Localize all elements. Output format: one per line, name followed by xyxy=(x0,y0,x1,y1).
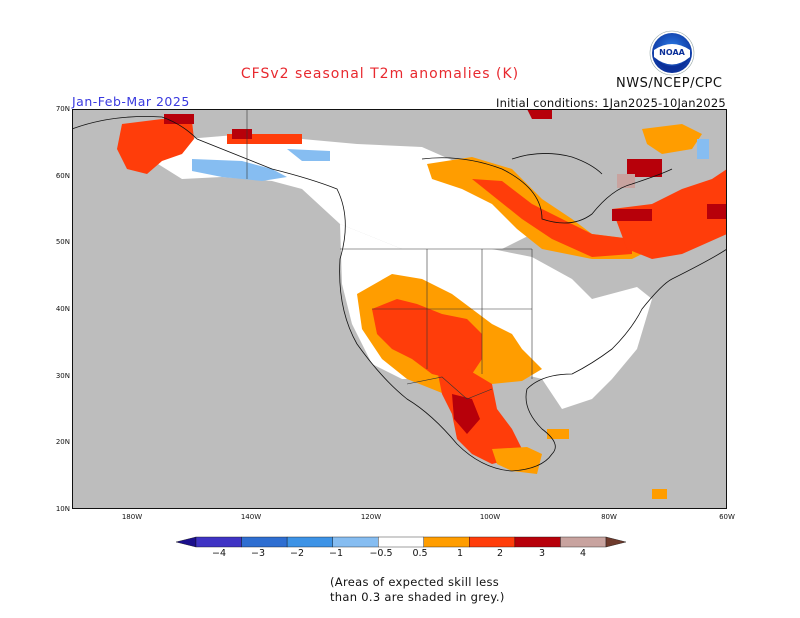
colorbar-label: −4 xyxy=(211,548,226,559)
lon-label-80w: 80W xyxy=(601,513,617,521)
skill-note-line-1: (Areas of expected skill less xyxy=(330,575,500,589)
lon-label-100w: 100W xyxy=(479,513,501,521)
skill-note-line-2: than 0.3 are shaded in grey.) xyxy=(330,590,505,604)
colorbar-segment xyxy=(286,536,333,548)
canada-red-band xyxy=(472,179,632,257)
coastlines xyxy=(72,116,727,472)
lon-label-140w: 140W xyxy=(240,513,262,521)
labrador-dark-red xyxy=(707,204,727,219)
lat-label-50n: 50N xyxy=(55,238,70,246)
lat-label-70n: 70N xyxy=(55,105,70,113)
baffin-dark-red xyxy=(627,159,662,177)
arctic-dark-red xyxy=(527,109,552,119)
colorbar-label: 3 xyxy=(538,548,546,559)
colorbar-label: 0.5 xyxy=(412,548,428,559)
mexico-red-region xyxy=(437,369,522,464)
colorbar-segment xyxy=(195,536,242,548)
colorbar xyxy=(176,536,626,548)
colorbar-label: 4 xyxy=(579,548,587,559)
colorbar-segment xyxy=(605,536,626,548)
lon-label-60w: 60W xyxy=(719,513,735,521)
lon-label-120w: 120W xyxy=(360,513,382,521)
colorbar-segment xyxy=(378,536,424,548)
initial-conditions: Initial conditions: 1Jan2025-10Jan2025 xyxy=(496,96,726,110)
alaska-cold-region xyxy=(192,159,287,181)
lat-label-10n: 10N xyxy=(55,505,70,513)
colorbar-label: −1 xyxy=(328,548,343,559)
lat-label-30n: 30N xyxy=(55,372,70,380)
colorbar-segment xyxy=(560,536,607,548)
agency-label: NWS/NCEP/CPC xyxy=(616,76,723,91)
colorbar-label: −0.5 xyxy=(369,548,393,559)
colorbar-segment xyxy=(176,536,197,548)
map-title: CFSv2 seasonal T2m anomalies (K) xyxy=(240,66,520,82)
colorbar-segment xyxy=(469,536,516,548)
colorbar-segment xyxy=(332,536,379,548)
colorbar-label: 1 xyxy=(456,548,464,559)
lat-label-60n: 60N xyxy=(55,172,70,180)
colorbar-label: −3 xyxy=(250,548,265,559)
anomaly-map xyxy=(72,109,727,509)
hudson-dark-red xyxy=(612,209,652,221)
lat-label-20n: 20N xyxy=(55,438,70,446)
colorbar-label: 2 xyxy=(496,548,504,559)
yucatan-orange xyxy=(652,489,667,499)
svg-text:NOAA: NOAA xyxy=(659,48,685,57)
noaa-logo: NOAA xyxy=(649,30,695,76)
lon-label-180w: 180W xyxy=(121,513,143,521)
arctic-blue xyxy=(697,139,709,159)
colorbar-label: −2 xyxy=(289,548,304,559)
colorbar-segment xyxy=(423,536,470,548)
colorbar-segment xyxy=(514,536,561,548)
mexico-dark-red xyxy=(452,394,480,434)
colorbar-segment xyxy=(241,536,288,548)
lat-label-40n: 40N xyxy=(55,305,70,313)
quebec-red-region xyxy=(612,169,727,259)
map-frame xyxy=(72,109,727,509)
arctic-islands-red xyxy=(232,129,252,139)
mexico-south-orange xyxy=(492,447,542,474)
political-borders xyxy=(246,109,533,400)
alaska-warm-region xyxy=(117,119,194,174)
forecast-period: Jan-Feb-Mar 2025 xyxy=(72,94,190,109)
cuba-orange xyxy=(547,429,569,439)
skill-note: (Areas of expected skill less than 0.3 a… xyxy=(330,575,550,605)
baffin-orange xyxy=(642,124,702,154)
bc-cold-region xyxy=(287,149,330,161)
alaska-dark-warm xyxy=(164,114,194,124)
